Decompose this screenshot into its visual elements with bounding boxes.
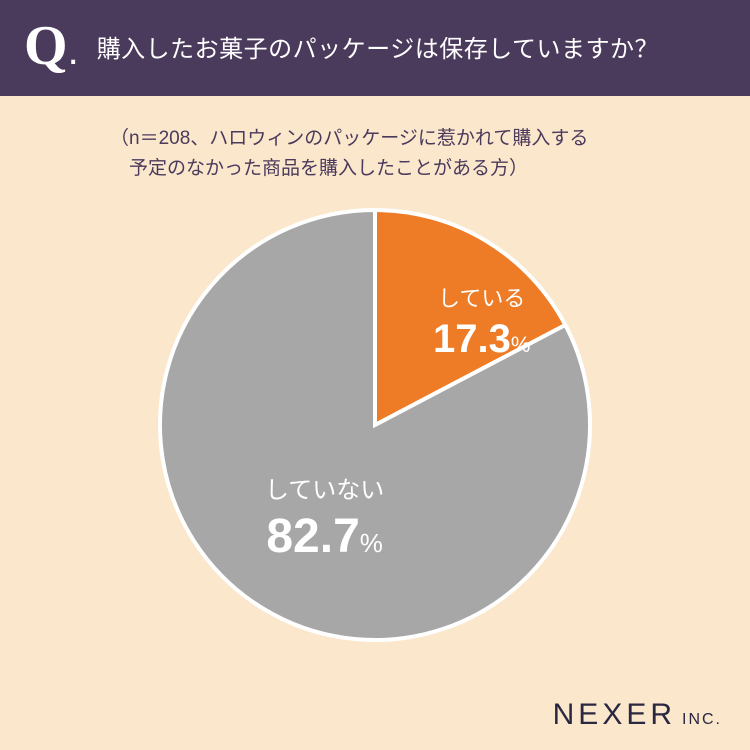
subtitle-line2: 予定のなかった商品を購入したことがある方） bbox=[110, 158, 528, 179]
question-header: Q. 購入したお菓子のパッケージは保存していますか？ bbox=[0, 0, 750, 96]
brand-big: NEXER bbox=[553, 698, 676, 731]
footer-logo: NEXER INC. bbox=[553, 698, 722, 732]
slice-label-value: 82.7 bbox=[266, 510, 359, 563]
pie-chart: している 17.3% していない 82.7% bbox=[155, 205, 595, 645]
slice-label-percent: % bbox=[360, 528, 383, 558]
q-mark: Q. bbox=[24, 18, 79, 74]
slice-label-percent: % bbox=[511, 332, 531, 357]
pie-svg bbox=[155, 205, 595, 645]
brand-small: INC. bbox=[682, 711, 722, 728]
slice-label-text: していない bbox=[265, 475, 384, 506]
slice-label: していない 82.7% bbox=[265, 475, 384, 569]
q-dot: . bbox=[68, 29, 79, 73]
subtitle-line1: （n＝208、ハロウィンのパッケージに惹かれて購入する bbox=[110, 128, 588, 149]
q-letter: Q bbox=[24, 15, 68, 77]
slice-label-value: 17.3 bbox=[433, 317, 511, 361]
question-text: 購入したお菓子のパッケージは保存していますか？ bbox=[97, 29, 659, 64]
slice-label: している 17.3% bbox=[433, 285, 530, 366]
subtitle: （n＝208、ハロウィンのパッケージに惹かれて購入する 予定のなかった商品を購入… bbox=[0, 96, 750, 195]
slice-label-text: している bbox=[433, 285, 530, 314]
